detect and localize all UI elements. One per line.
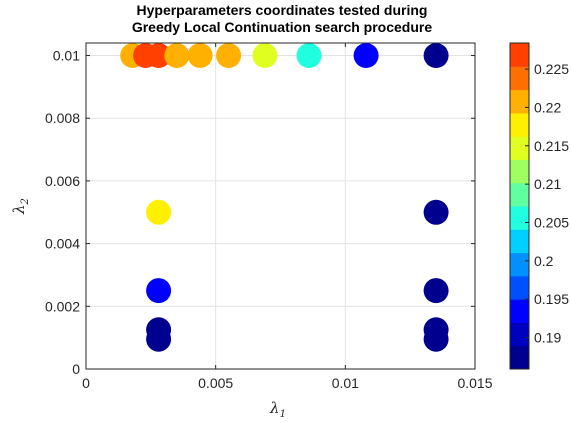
data-points (120, 43, 449, 352)
colorbar-segment (510, 112, 529, 137)
y-tick-label: 0.002 (45, 298, 80, 314)
plot-frame (85, 42, 476, 370)
data-point (353, 43, 379, 68)
y-axis-label-symbol: λ (10, 204, 28, 215)
x-tick-label: 0.005 (198, 375, 233, 391)
colorbar-segment (510, 206, 529, 230)
y-tick-label: 0.006 (45, 173, 80, 189)
colorbar-segment (510, 275, 529, 300)
x-axis-label-symbol: λ (269, 399, 280, 417)
data-point (187, 43, 213, 68)
data-point (146, 199, 172, 225)
chart-title-line-1: Hyperparameters coordinates tested durin… (137, 2, 428, 18)
colorbar-segment (510, 66, 529, 91)
x-axis-ticks: 0 0.005 0.01 0.015 (82, 43, 493, 391)
colorbar-segment (510, 229, 529, 254)
data-point (252, 43, 278, 68)
grid-lines (86, 43, 475, 369)
x-axis-label: λ1 (269, 399, 286, 420)
colorbar-segment (510, 299, 529, 323)
colorbar-segment (510, 182, 529, 207)
colorbar-segment (510, 252, 529, 277)
colorbar-tick-label: 0.215 (534, 138, 569, 154)
colorbar-segment (510, 322, 529, 347)
colorbar-segment (510, 345, 529, 370)
data-point (146, 326, 172, 352)
colorbar-segment (510, 136, 529, 160)
colorbar-tick-label: 0.22 (534, 99, 561, 115)
data-point (146, 43, 172, 68)
colorbar-tick-label: 0.2 (534, 253, 554, 269)
data-point (164, 43, 190, 68)
plot-area (86, 43, 475, 369)
x-tick-label: 0 (82, 375, 90, 391)
data-point (216, 43, 242, 68)
colorbar: 0.19 0.195 0.2 0.205 0.21 0.215 0.22 0.225 (509, 42, 569, 370)
y-tick-label: 0.004 (45, 236, 80, 252)
data-point (423, 199, 449, 225)
x-tick-label: 0.01 (332, 375, 359, 391)
colorbar-tick-label: 0.205 (534, 214, 569, 230)
y-tick-label: 0 (72, 361, 80, 377)
x-tick-label: 0.015 (457, 375, 492, 391)
y-axis-label: λ2 (10, 198, 31, 215)
data-point (296, 43, 322, 68)
colorbar-segment (510, 43, 529, 67)
colorbar-tick-label: 0.19 (534, 330, 561, 346)
y-axis-ticks: 0 0.002 0.004 0.006 0.008 0.01 (45, 48, 475, 377)
y-tick-label: 0.01 (53, 48, 80, 64)
colorbar-segment (510, 159, 529, 184)
colorbar-segment (510, 89, 529, 114)
data-point (423, 326, 449, 352)
chart-title-line-2: Greedy Local Continuation search procedu… (132, 19, 433, 35)
colorbar-frame (509, 42, 530, 370)
data-point (423, 278, 449, 304)
colorbar-tick-label: 0.21 (534, 176, 561, 192)
colorbar-tick-label: 0.225 (534, 61, 569, 77)
x-axis-label-subscript: 1 (280, 409, 286, 420)
colorbar-tick-label: 0.195 (534, 291, 569, 307)
data-point (146, 278, 172, 304)
y-axis-label-subscript: 2 (20, 198, 31, 205)
y-tick-label: 0.008 (45, 110, 80, 126)
data-point (423, 43, 449, 68)
